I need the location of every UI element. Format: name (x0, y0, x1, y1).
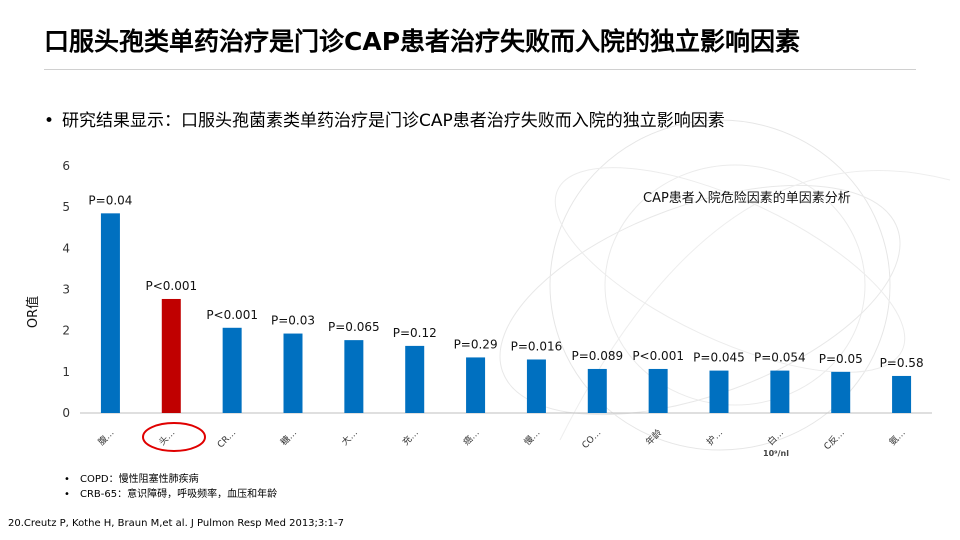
data-label: P=0.016 (511, 339, 563, 353)
bar (831, 371, 851, 413)
data-label: P=0.065 (328, 320, 380, 334)
category-label: 氨… (886, 427, 907, 448)
chart-data-labels: P=0.04 P<0.001 P<0.001 P=0.03 P=0.065 P=0.12 P… (88, 193, 923, 370)
y-tick-label: 6 (62, 159, 70, 173)
y-tick-label: 3 (62, 283, 70, 297)
data-label: P<0.001 (206, 308, 258, 322)
category-label: 癌… (460, 427, 481, 448)
bar (283, 333, 303, 413)
bar (526, 359, 546, 413)
bar (770, 370, 790, 413)
category-label: 白… (765, 427, 786, 448)
bar (100, 213, 120, 413)
category-label: 糖… (278, 427, 299, 448)
y-tick-label: 0 (62, 406, 70, 420)
unit-label: 10⁹/nl (763, 449, 789, 458)
data-label: P<0.001 (145, 279, 197, 293)
category-label: CR… (216, 428, 238, 450)
bar (222, 327, 242, 413)
category-label: C反… (822, 427, 847, 452)
data-label: P=0.04 (88, 193, 132, 207)
y-axis-label: OR值 (25, 296, 41, 328)
bar (587, 368, 607, 413)
data-label: P=0.054 (754, 351, 806, 365)
bullet-dot: • (44, 111, 55, 131)
data-label: P=0.089 (571, 349, 623, 363)
category-label: 年龄 (643, 427, 664, 448)
slide-title: 口服头孢类单药治疗是门诊CAP患者治疗失败而入院的独立影响因素 (44, 27, 801, 56)
footnote-text: CRB-65：意识障碍，呼吸频率，血压和年龄 (80, 489, 278, 500)
y-tick-label: 4 (62, 241, 70, 255)
bar (344, 340, 364, 413)
highlight-circle (142, 422, 206, 452)
footnote-text: COPD：慢性阻塞性肺疾病 (80, 474, 199, 485)
chart-axes: 0 1 2 3 4 5 6 (62, 159, 932, 420)
footnote-bullet: • (64, 474, 70, 485)
bar-highlighted (161, 298, 181, 413)
title-divider (44, 69, 916, 70)
data-label: P=0.045 (693, 351, 745, 365)
category-label: 头… (157, 427, 178, 448)
summary-text: 研究结果显示：口服头孢菌素类单药治疗是门诊CAP患者治疗失败而入院的独立影响因素 (62, 111, 725, 131)
bar (405, 345, 425, 413)
bar (466, 357, 486, 413)
category-label: 慢… (521, 427, 542, 448)
category-label: 护… (704, 427, 725, 448)
bar (648, 368, 668, 413)
footnotes: • COPD：慢性阻塞性肺疾病 • CRB-65：意识障碍，呼吸频率，血压和年龄 (64, 472, 277, 502)
bar (892, 375, 912, 413)
footnote-copd: • COPD：慢性阻塞性肺疾病 (64, 472, 277, 487)
reference-citation: 20.Creutz P, Kothe H, Braun M,et al. J P… (8, 518, 344, 529)
category-label: 腹… (95, 427, 116, 448)
data-label: P=0.05 (819, 352, 863, 366)
category-label: 大… (339, 427, 360, 448)
y-tick-label: 5 (62, 200, 70, 214)
chart-annotation: CAP患者入院危险因素的单因素分析 (643, 190, 851, 206)
category-label: 充… (400, 427, 421, 448)
footnote-crb65: • CRB-65：意识障碍，呼吸频率，血压和年龄 (64, 487, 277, 502)
data-label: P=0.29 (454, 337, 498, 351)
category-label: CO… (581, 428, 604, 451)
bar (709, 370, 729, 413)
y-tick-label: 1 (62, 365, 70, 379)
footnote-bullet: • (64, 489, 70, 500)
summary-bullet: • 研究结果显示：口服头孢菌素类单药治疗是门诊CAP患者治疗失败而入院的独立影响因… (44, 106, 725, 131)
data-label: P<0.001 (632, 349, 684, 363)
data-label: P=0.03 (271, 314, 315, 328)
y-tick-label: 2 (62, 324, 70, 338)
data-label: P=0.58 (880, 356, 924, 370)
chart-bars (100, 213, 912, 413)
data-label: P=0.12 (393, 326, 437, 340)
